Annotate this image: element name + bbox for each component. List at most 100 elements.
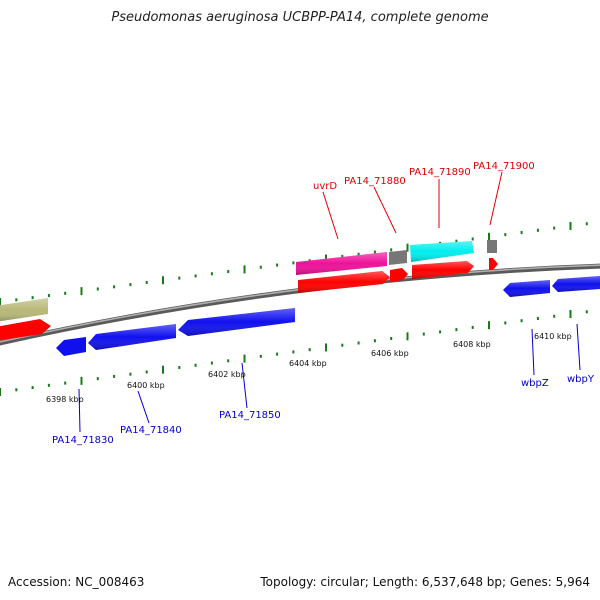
minor-tick xyxy=(129,372,132,376)
minor-tick xyxy=(520,319,523,323)
bottom-gene-labels: PA14_71830 PA14_71840 PA14_71850 wbpZ wb… xyxy=(52,374,595,446)
minor-tick xyxy=(145,370,148,374)
minor-tick xyxy=(47,293,50,297)
gene-label-uvrD[interactable]: uvrD xyxy=(313,181,337,192)
major-tick xyxy=(488,321,490,330)
minor-tick xyxy=(308,348,311,352)
scale-label: 6410 kbp xyxy=(534,332,572,341)
minor-tick xyxy=(47,383,50,387)
gene-gray-71900-box[interactable] xyxy=(487,240,497,253)
minor-tick xyxy=(439,330,442,334)
minor-tick xyxy=(504,233,507,237)
scale-label: 6398 kbp xyxy=(46,395,84,404)
upper-tick-track xyxy=(0,221,588,306)
gene-label-PA14_71880[interactable]: PA14_71880 xyxy=(344,176,406,187)
major-tick xyxy=(406,332,409,341)
major-tick xyxy=(406,243,409,252)
minor-tick xyxy=(96,377,99,381)
gene-label-PA14_71900[interactable]: PA14_71900 xyxy=(473,161,535,172)
minor-tick xyxy=(31,386,34,390)
minor-tick xyxy=(178,365,181,369)
major-tick xyxy=(0,388,1,396)
gene-label-PA14_71840[interactable]: PA14_71840 xyxy=(120,425,182,436)
major-tick xyxy=(569,221,572,230)
major-tick xyxy=(325,254,327,263)
scale-label: 6400 kbp xyxy=(127,381,165,390)
minor-tick xyxy=(341,254,344,258)
gene-label-wbpY[interactable]: wbpY xyxy=(567,374,595,385)
minor-tick xyxy=(471,325,474,329)
gene-label-PA14_71850[interactable]: PA14_71850 xyxy=(219,410,281,421)
gene-label-PA14_71890[interactable]: PA14_71890 xyxy=(409,167,471,178)
major-tick xyxy=(80,376,83,385)
gene-gray-71880-box[interactable] xyxy=(389,250,407,265)
minor-tick xyxy=(227,270,230,274)
lower-tick-track xyxy=(0,310,588,396)
scale-label: 6408 kbp xyxy=(453,340,491,349)
major-tick xyxy=(0,298,1,306)
minor-tick xyxy=(292,261,295,265)
minor-tick xyxy=(455,328,458,332)
gene-label-wbpZ[interactable]: wbpZ xyxy=(521,378,549,389)
forward-strand-genes xyxy=(0,240,498,341)
page-title: Pseudomonas aeruginosa UCBPP-PA14, compl… xyxy=(111,10,489,25)
minor-tick xyxy=(96,287,99,291)
topology-text: Topology: circular; Length: 6,537,648 bp… xyxy=(260,575,590,589)
gene-red-71880-arrow[interactable] xyxy=(390,268,408,282)
minor-tick xyxy=(585,222,588,226)
minor-tick xyxy=(520,230,523,234)
minor-tick xyxy=(536,316,539,320)
minor-tick xyxy=(341,343,344,347)
genome-backbone-highlight xyxy=(0,264,600,343)
gene-red-71900-arrow[interactable] xyxy=(489,258,498,270)
minor-tick xyxy=(390,248,393,252)
minor-tick xyxy=(536,228,539,232)
major-tick xyxy=(569,310,572,319)
minor-tick xyxy=(194,274,197,278)
minor-tick xyxy=(276,263,279,267)
gene-PA14_71830-arrow[interactable] xyxy=(56,337,86,356)
minor-tick xyxy=(15,388,18,392)
minor-tick xyxy=(504,321,507,325)
minor-tick xyxy=(15,298,18,302)
minor-tick xyxy=(113,285,116,289)
minor-tick xyxy=(471,237,474,241)
minor-tick xyxy=(113,374,116,378)
minor-tick xyxy=(178,276,181,280)
minor-tick xyxy=(373,339,376,343)
top-gene-labels: uvrD PA14_71880 PA14_71890 PA14_71900 xyxy=(313,161,535,192)
major-tick xyxy=(162,365,164,374)
gene-label-PA14_71830[interactable]: PA14_71830 xyxy=(52,435,114,446)
major-tick xyxy=(243,265,246,274)
minor-tick xyxy=(259,265,262,269)
minor-tick xyxy=(31,296,34,300)
minor-tick xyxy=(373,250,376,254)
genome-backbone xyxy=(0,263,600,346)
major-tick xyxy=(325,343,327,352)
gene-red-left[interactable] xyxy=(0,319,51,341)
accession-text: Accession: NC_008463 xyxy=(8,575,145,589)
minor-tick xyxy=(194,363,197,367)
minor-tick xyxy=(64,381,67,385)
minor-tick xyxy=(227,359,230,363)
minor-tick xyxy=(129,283,132,287)
minor-tick xyxy=(145,280,148,284)
minor-tick xyxy=(64,291,67,295)
minor-tick xyxy=(455,239,458,243)
minor-tick xyxy=(210,361,213,365)
major-tick xyxy=(80,287,83,296)
scale-label: 6406 kbp xyxy=(371,349,409,358)
minor-tick xyxy=(210,272,213,276)
reverse-strand-genes xyxy=(56,276,600,356)
scale-label: 6404 kbp xyxy=(289,359,327,368)
major-tick xyxy=(488,232,490,241)
minor-tick xyxy=(390,337,393,341)
scale-labels: 6398 kbp 6400 kbp 6402 kbp 6404 kbp 6406… xyxy=(46,332,572,404)
scale-label: 6402 kbp xyxy=(208,370,246,379)
minor-tick xyxy=(292,350,295,354)
minor-tick xyxy=(259,354,262,358)
minor-tick xyxy=(357,252,360,256)
major-tick xyxy=(162,276,164,285)
minor-tick xyxy=(553,226,556,230)
